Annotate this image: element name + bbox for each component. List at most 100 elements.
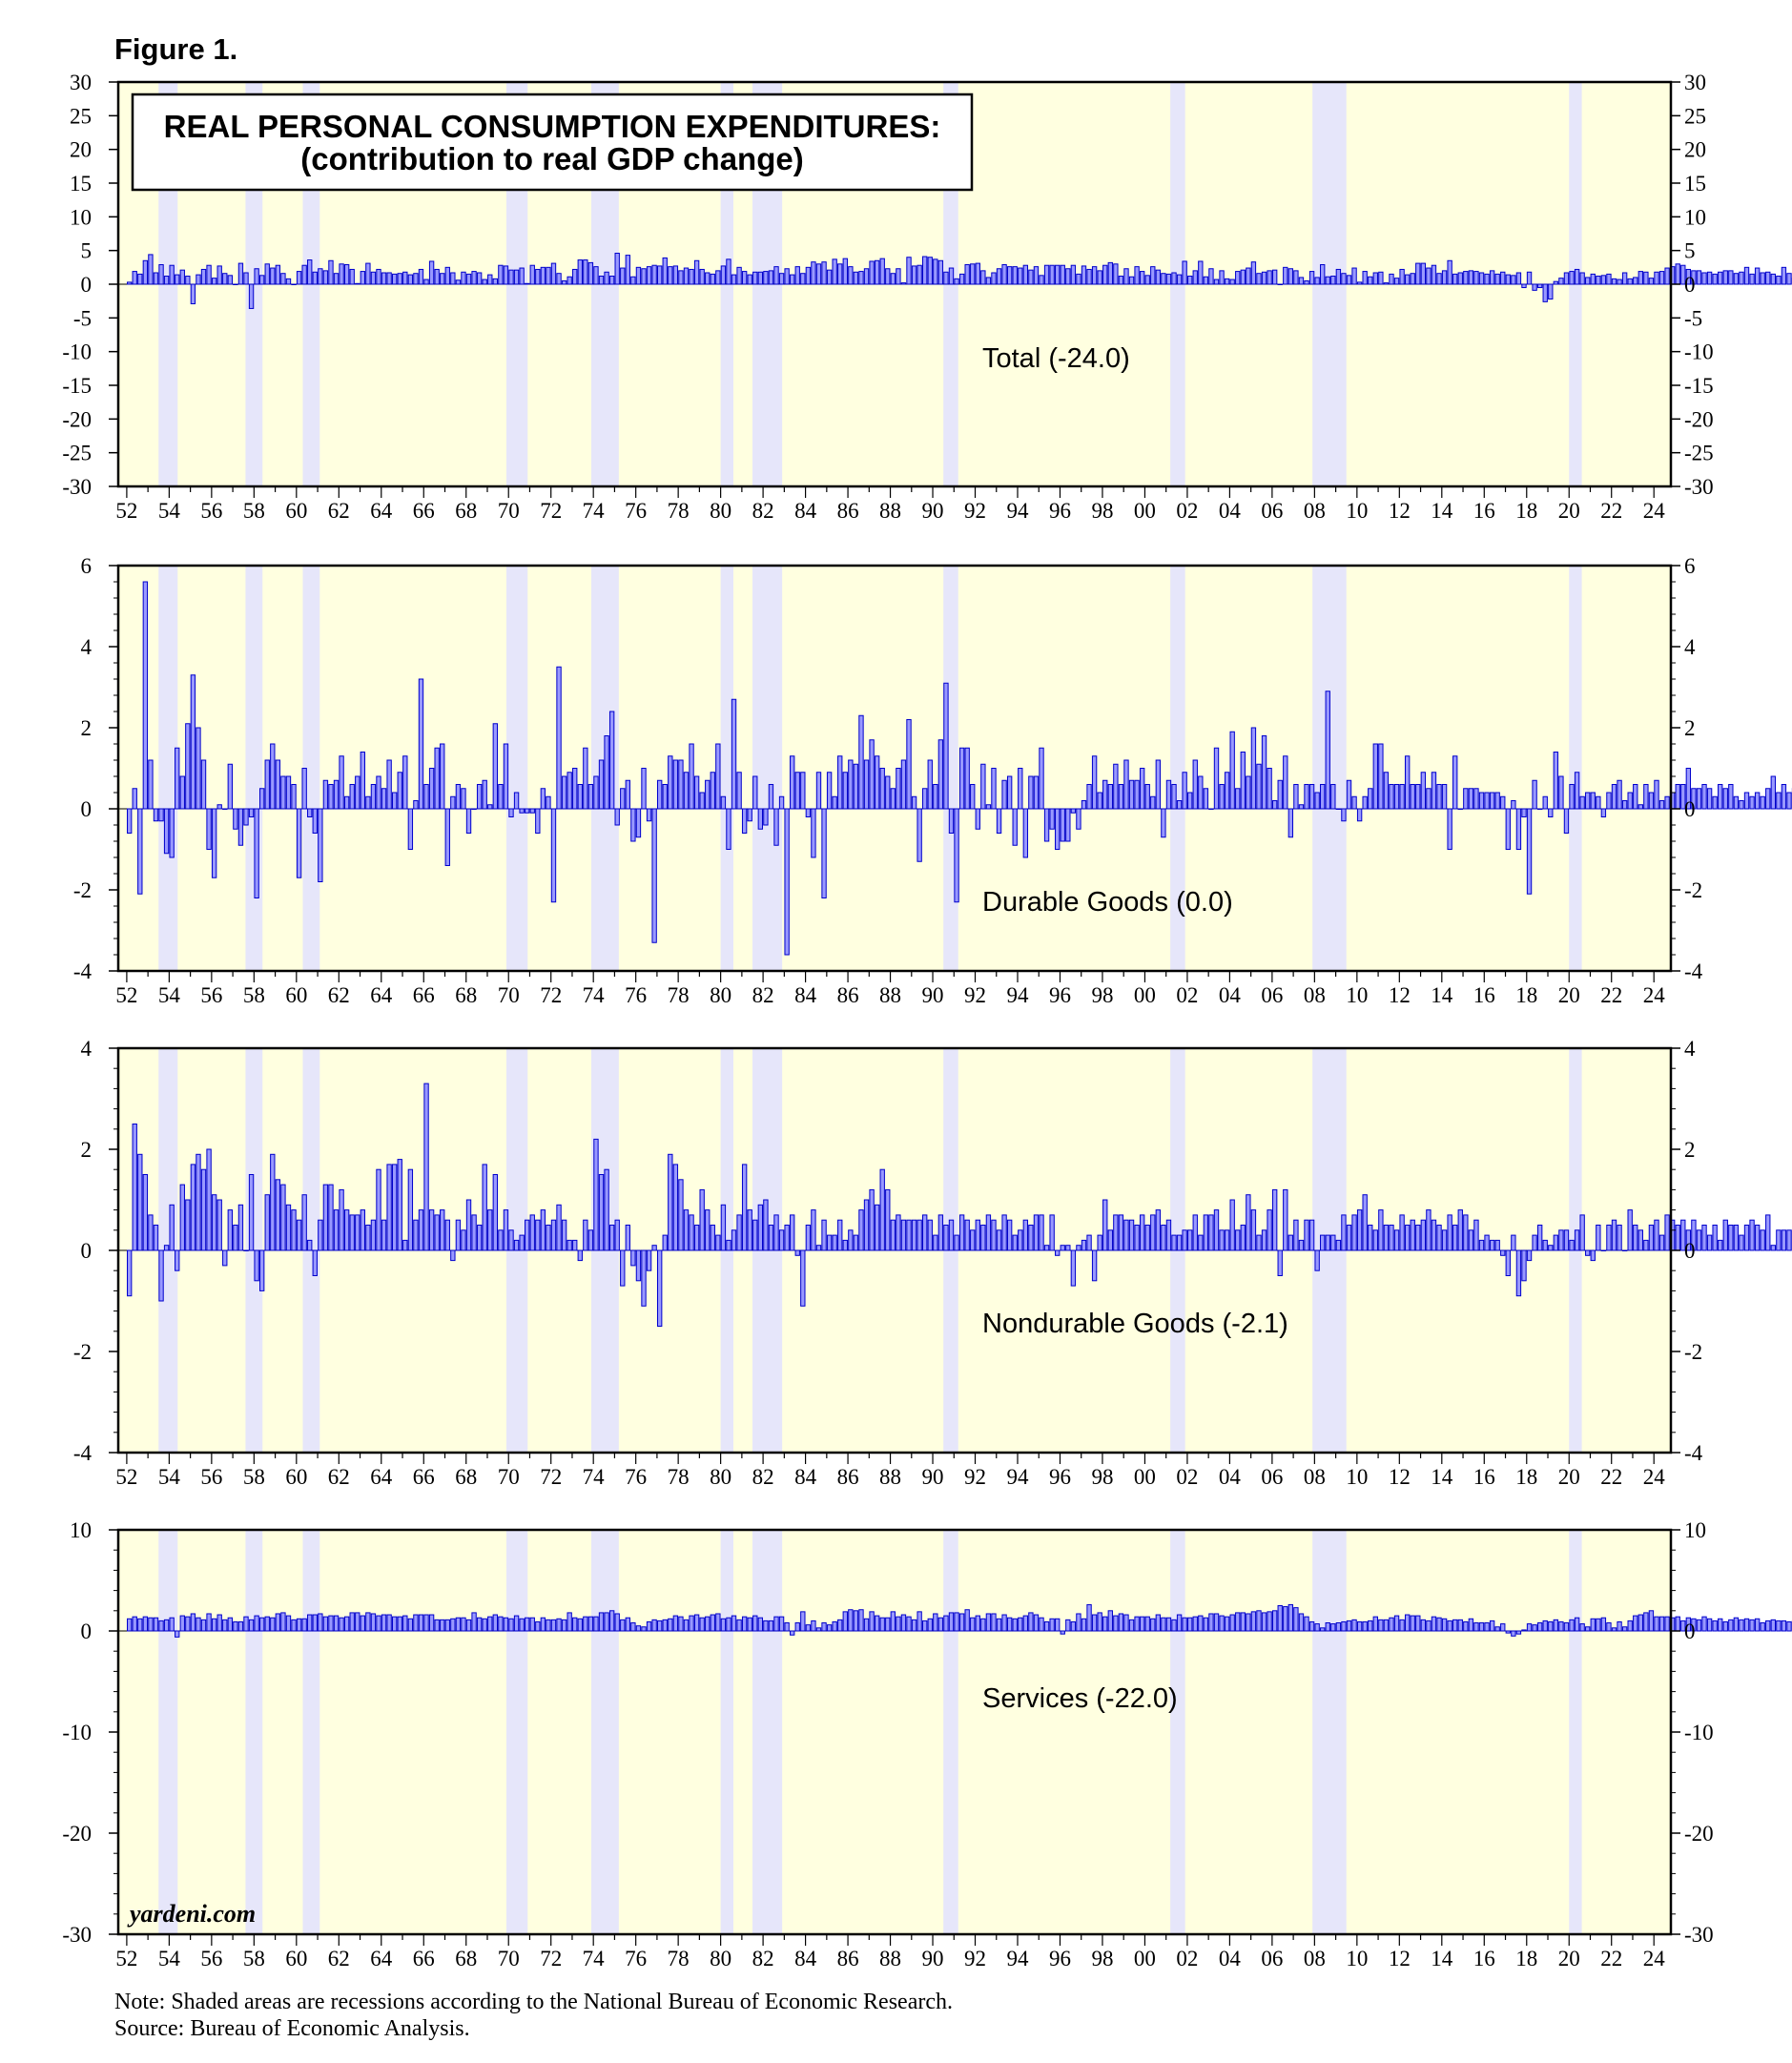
bar <box>1271 269 1278 285</box>
bar <box>1457 1209 1463 1251</box>
bar <box>1155 269 1162 285</box>
y-tick-label-right: -30 <box>1684 1923 1714 1947</box>
bar <box>148 1617 154 1632</box>
bar <box>461 788 466 810</box>
bar <box>1362 795 1368 810</box>
bar <box>397 772 402 810</box>
bar <box>1001 779 1007 810</box>
bar <box>1271 800 1278 810</box>
bar <box>768 1225 774 1251</box>
bar <box>853 763 859 810</box>
bar <box>318 268 323 285</box>
y-tick-label-left: 25 <box>70 104 92 128</box>
bar <box>1420 262 1427 285</box>
x-tick-label: 24 <box>1643 1947 1666 1970</box>
bar <box>200 268 207 285</box>
bar <box>954 808 959 903</box>
bar <box>1028 1612 1034 1632</box>
bar <box>153 1225 159 1251</box>
title-box: REAL PERSONAL CONSUMPTION EXPENDITURES:(… <box>131 93 974 192</box>
bar <box>662 784 668 810</box>
x-tick-label: 52 <box>115 1465 137 1489</box>
bar <box>349 268 355 285</box>
y-tick-label-right: -4 <box>1684 959 1703 983</box>
bar <box>821 808 827 898</box>
bar <box>179 1615 185 1632</box>
bar <box>1447 808 1452 850</box>
bar <box>710 1225 715 1251</box>
bar <box>1664 1214 1670 1251</box>
bar <box>1574 1617 1580 1632</box>
bar <box>529 264 535 285</box>
bar <box>461 271 466 285</box>
bar <box>996 1618 1002 1632</box>
bar <box>1532 779 1537 810</box>
bar <box>264 759 270 810</box>
bar <box>254 268 259 285</box>
bar <box>794 772 800 810</box>
bar <box>258 275 265 285</box>
y-tick-label-left: 20 <box>70 138 92 162</box>
x-tick-label: 16 <box>1473 1947 1495 1970</box>
bar <box>906 1616 912 1632</box>
bar <box>1155 1614 1162 1632</box>
bar <box>683 772 690 810</box>
bar <box>678 1179 684 1251</box>
bar <box>1150 1214 1156 1251</box>
bar <box>312 808 318 834</box>
bar <box>885 1617 891 1632</box>
bar <box>566 1239 572 1251</box>
x-tick-label: 02 <box>1176 1947 1198 1970</box>
bar <box>487 804 493 810</box>
y-tick-label-left: -15 <box>62 374 92 398</box>
bar <box>386 1614 392 1632</box>
bar <box>280 775 286 810</box>
bar <box>975 808 980 830</box>
recession-band <box>158 566 178 971</box>
bar <box>1091 1614 1098 1632</box>
bar <box>465 1619 472 1632</box>
bar <box>641 268 647 285</box>
bar <box>657 1249 663 1327</box>
bar <box>503 265 509 285</box>
bar <box>1478 272 1485 285</box>
x-tick-label: 84 <box>794 983 817 1007</box>
bar <box>705 1209 711 1251</box>
bar <box>741 1164 748 1251</box>
x-tick-label: 72 <box>540 983 562 1007</box>
bar <box>1643 1612 1649 1632</box>
bar <box>556 1618 562 1632</box>
bar <box>1256 1610 1262 1632</box>
y-tick-label-right: 5 <box>1684 239 1696 263</box>
bar <box>964 1219 970 1251</box>
bar <box>142 581 149 810</box>
x-tick-label: 68 <box>455 1947 477 1970</box>
bar <box>1165 273 1172 285</box>
bar <box>583 1219 588 1251</box>
x-tick-label: 84 <box>794 499 817 523</box>
x-tick-label: 00 <box>1134 1947 1156 1970</box>
bar <box>927 257 933 285</box>
bar <box>1314 792 1320 810</box>
bar <box>376 1168 381 1251</box>
bar <box>1675 1225 1680 1251</box>
x-tick-label: 80 <box>710 983 731 1007</box>
bar <box>1548 1245 1554 1251</box>
bar <box>657 1619 663 1632</box>
bar <box>535 1620 541 1632</box>
bar <box>1718 1239 1723 1251</box>
bar <box>1134 1225 1140 1251</box>
x-tick-label: 12 <box>1389 983 1411 1007</box>
bar <box>1718 1618 1723 1632</box>
bar <box>768 270 774 285</box>
y-tick-label-right: 25 <box>1684 104 1706 128</box>
bar <box>1426 788 1432 810</box>
bar <box>1585 1626 1591 1632</box>
bar <box>513 1239 520 1251</box>
bar <box>1043 264 1050 285</box>
recession-band <box>943 1530 958 1934</box>
bar <box>900 1614 907 1632</box>
bar <box>1325 691 1330 810</box>
bar <box>763 1199 769 1251</box>
bar <box>328 784 334 810</box>
